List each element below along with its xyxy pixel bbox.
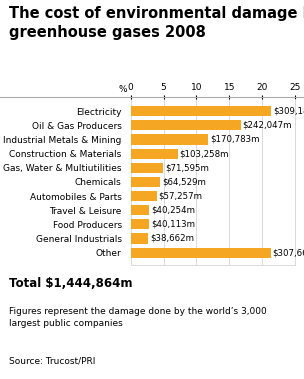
Text: $40,254m: $40,254m bbox=[151, 206, 195, 215]
Bar bbox=[131, 219, 149, 229]
Bar bbox=[131, 205, 149, 215]
Text: %: % bbox=[119, 85, 127, 94]
Text: Total $1,444,864m: Total $1,444,864m bbox=[9, 277, 133, 290]
Bar bbox=[131, 177, 160, 187]
Text: $64,529m: $64,529m bbox=[162, 177, 206, 186]
Bar bbox=[131, 163, 163, 173]
Bar bbox=[131, 191, 157, 201]
Text: Figures represent the damage done by the world’s 3,000
largest public companies: Figures represent the damage done by the… bbox=[9, 307, 267, 329]
Text: $40,113m: $40,113m bbox=[151, 220, 195, 229]
Text: $242,047m: $242,047m bbox=[243, 121, 292, 130]
Bar bbox=[131, 233, 148, 244]
Bar bbox=[131, 120, 241, 130]
Bar bbox=[131, 149, 178, 159]
Bar bbox=[131, 247, 271, 258]
Text: $71,595m: $71,595m bbox=[165, 163, 209, 172]
Text: $57,257m: $57,257m bbox=[159, 191, 203, 200]
Text: $103,258m: $103,258m bbox=[180, 149, 229, 158]
Text: $309,188m: $309,188m bbox=[273, 107, 304, 116]
Bar bbox=[131, 135, 208, 144]
Bar bbox=[131, 106, 271, 116]
Text: $170,783m: $170,783m bbox=[210, 135, 260, 144]
Text: $38,662m: $38,662m bbox=[150, 234, 194, 243]
Text: The cost of environmental damage by
greenhouse gases 2008: The cost of environmental damage by gree… bbox=[9, 6, 304, 41]
Text: Source: Trucost/PRI: Source: Trucost/PRI bbox=[9, 356, 95, 365]
Text: $307,662m: $307,662m bbox=[272, 248, 304, 257]
